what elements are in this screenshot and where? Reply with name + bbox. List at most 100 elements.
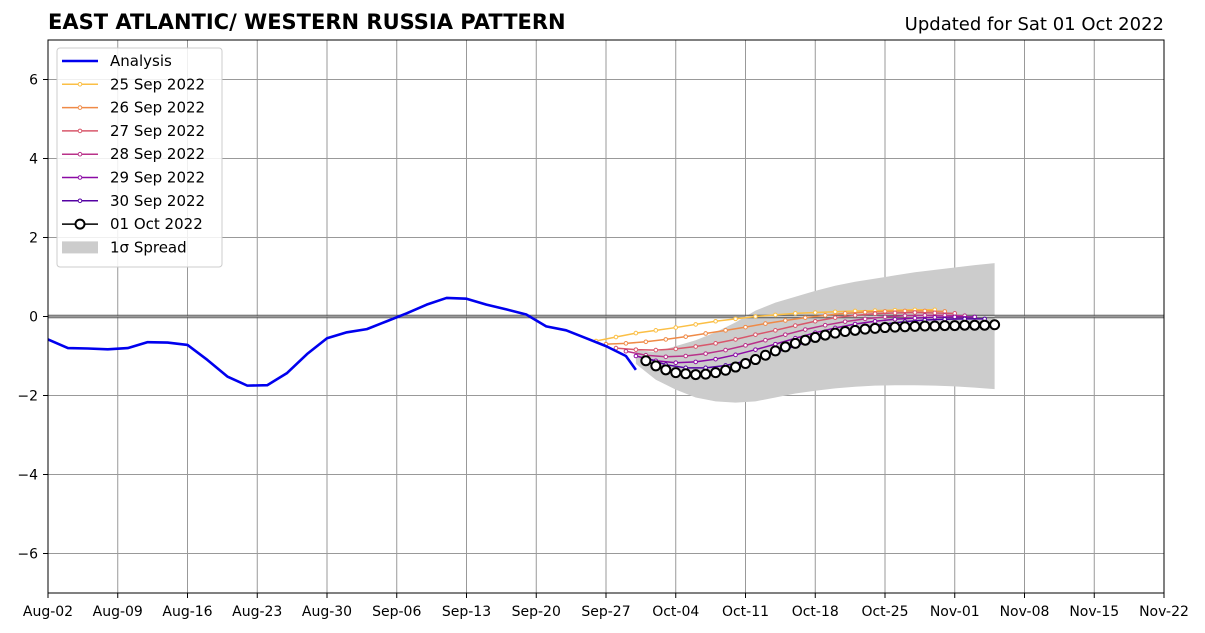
forecast-point <box>832 315 838 320</box>
forecast-point <box>753 347 758 352</box>
y-tick-label: −4 <box>17 468 38 484</box>
forecast-point <box>663 337 669 342</box>
forecast-line-1 <box>595 309 935 342</box>
y-tick-label: 4 <box>29 152 38 168</box>
forecast-point <box>862 309 868 315</box>
forecast-point <box>872 318 878 324</box>
forecast-point <box>773 328 778 333</box>
forecast-point <box>653 347 659 353</box>
forecast-point <box>713 341 718 346</box>
current-forecast-point <box>730 361 742 373</box>
current-forecast-point <box>879 322 891 334</box>
legend-label: 01 Oct 2022 <box>110 215 203 233</box>
forecast-point <box>912 315 918 321</box>
legend-label: 29 Sep 2022 <box>110 169 205 187</box>
forecast-point <box>793 311 798 316</box>
forecast-point <box>753 332 758 337</box>
current-forecast-point <box>740 358 751 370</box>
current-forecast-point <box>769 345 781 357</box>
forecast-point <box>952 314 958 320</box>
legend-label: 26 Sep 2022 <box>110 99 205 117</box>
x-tick-label: Nov-15 <box>1069 604 1119 620</box>
current-forecast-point <box>939 320 951 332</box>
forecast-point <box>932 310 938 316</box>
legend-label: 1σ Spread <box>110 238 187 256</box>
current-forecast-point <box>789 337 801 349</box>
current-forecast-point <box>909 320 921 332</box>
forecast-point <box>763 337 768 343</box>
forecast-point <box>633 347 639 352</box>
forecast-point <box>703 331 708 336</box>
forecast-point <box>902 313 908 319</box>
x-tick-label: Nov-22 <box>1139 604 1189 620</box>
legend-box <box>56 47 223 268</box>
legend-marker-forecast <box>77 105 83 110</box>
legend-label: 30 Sep 2022 <box>110 192 205 210</box>
y-tick-label: 2 <box>29 231 38 247</box>
forecast-point <box>643 339 649 345</box>
x-tick-label: Oct-25 <box>861 604 908 620</box>
forecast-point <box>882 314 888 320</box>
x-tick-label: Aug-23 <box>232 604 282 620</box>
forecast-point <box>802 315 808 320</box>
y-tick-label: 0 <box>29 310 38 326</box>
forecast-point <box>703 351 708 356</box>
forecast-point <box>713 318 718 324</box>
forecast-point <box>922 313 928 318</box>
y-tick-label: 6 <box>29 73 38 89</box>
x-tick-label: Oct-11 <box>722 604 769 620</box>
current-forecast-point <box>749 354 761 366</box>
chart-title: EAST ATLANTIC/ WESTERN RUSSIA PATTERN <box>48 10 566 34</box>
x-tick-label: Aug-02 <box>23 604 73 620</box>
current-forecast-point <box>829 327 841 339</box>
current-forecast-point <box>670 367 682 379</box>
current-forecast-point <box>949 320 961 332</box>
forecast-point <box>783 318 788 323</box>
forecast-point <box>633 330 639 336</box>
legend-label: 25 Sep 2022 <box>110 75 205 93</box>
legend-label: 28 Sep 2022 <box>110 145 205 163</box>
forecast-point <box>753 314 758 319</box>
forecast-point <box>633 353 639 359</box>
forecast-point <box>892 310 898 316</box>
forecast-point <box>723 347 728 353</box>
current-forecast-point <box>799 334 811 346</box>
current-forecast-point <box>720 364 732 376</box>
forecast-point <box>713 356 718 362</box>
forecast-point <box>842 311 848 316</box>
x-tick-label: Aug-30 <box>302 604 352 620</box>
y-tick-label: −2 <box>17 389 38 405</box>
forecast-point <box>793 323 798 328</box>
legend-marker-forecast <box>77 151 83 157</box>
y-tick-label: −6 <box>17 547 38 563</box>
legend-marker-forecast <box>77 128 83 134</box>
forecast-line-2 <box>605 310 945 345</box>
current-forecast-point <box>919 320 931 332</box>
forecast-point <box>673 346 679 352</box>
current-forecast-point <box>650 360 662 372</box>
forecast-point <box>822 313 828 318</box>
current-forecast-point <box>899 321 911 333</box>
x-tick-label: Sep-06 <box>372 604 421 620</box>
current-forecast-point <box>809 331 821 343</box>
series-layer <box>47 296 1001 387</box>
forecast-point <box>683 353 689 359</box>
x-tick-label: Aug-16 <box>162 604 212 620</box>
updated-label: Updated for Sat 01 Oct 2022 <box>905 14 1164 35</box>
forecast-point <box>812 310 818 315</box>
forecast-point <box>773 312 778 318</box>
forecast-point <box>723 328 728 333</box>
x-axis-ticks: Aug-02 Aug-09 Aug-16 Aug-23 Aug-30 Sep-06 Sep-… <box>23 593 1189 620</box>
x-tick-label: Sep-13 <box>442 604 491 620</box>
forecast-point <box>932 314 938 320</box>
forecast-point <box>733 337 738 342</box>
current-forecast-point <box>979 319 991 331</box>
y-axis-ticks: −6 −4 −2 0 2 4 6 <box>17 73 48 563</box>
x-tick-label: Nov-01 <box>930 604 980 620</box>
current-forecast-point <box>859 323 871 335</box>
zero-line-layer <box>48 314 1164 319</box>
current-forecast-point <box>849 324 861 336</box>
legend-marker-forecast <box>77 198 83 204</box>
forecast-point <box>912 310 918 315</box>
forecast-point <box>673 360 679 366</box>
